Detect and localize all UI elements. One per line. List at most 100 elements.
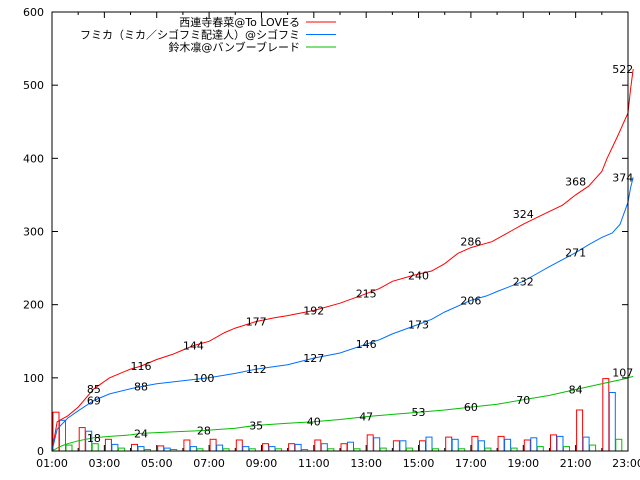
data-label-series-3-2: 24 <box>134 427 148 440</box>
bar-17-series-1 <box>471 435 479 452</box>
data-label-series-1-6: 215 <box>356 288 377 301</box>
data-label-series-3-9: 70 <box>516 394 530 407</box>
bar-15-series-1 <box>419 440 426 452</box>
data-label-series-1-1: 85 <box>87 383 101 396</box>
bar-21-series-1 <box>576 409 584 452</box>
x-tick-label-1700: 17:00 <box>455 457 487 470</box>
y-tick-label-0: 0 <box>37 445 44 458</box>
bar-6-series-2 <box>189 446 197 452</box>
x-tick-label-0900: 09:00 <box>246 457 278 470</box>
x-tick-label-2300: 23:00 <box>612 457 640 470</box>
bar-19-series-2 <box>530 437 538 452</box>
y-tick-label-200: 200 <box>23 299 44 312</box>
series-line-3 <box>51 375 634 452</box>
bar-1-series-1 <box>52 411 60 452</box>
bar-10-series-2 <box>294 443 302 452</box>
bar-22-series-2 <box>608 392 616 452</box>
bar-13-series-2 <box>373 437 381 452</box>
data-label-series-2-9: 232 <box>513 275 534 288</box>
y-tick-label-300: 300 <box>23 226 44 239</box>
axes: 0 100 200 300 400 500 600 01:00 03:00 05:00 07:00 0… <box>23 6 640 470</box>
x-tick-label-0500: 05:00 <box>141 457 173 470</box>
data-label-series-2-11: 374 <box>612 171 633 184</box>
legend-label-1: 西連寺春菜@To LOVEる <box>179 15 300 29</box>
data-label-series-2-10: 271 <box>565 247 586 260</box>
bar-12-series-2 <box>347 441 354 452</box>
data-label-series-1-4: 177 <box>246 316 267 329</box>
bar-19-series-1 <box>523 439 531 452</box>
bar-12-series-1 <box>340 443 348 452</box>
data-label-series-3-3: 28 <box>197 425 211 438</box>
data-label-series-3-10: 84 <box>569 384 583 397</box>
bar-1-series-3 <box>65 444 73 452</box>
y-tick-label-400: 400 <box>23 152 44 165</box>
bar-22-series-3 <box>615 438 623 452</box>
bar-8-series-1 <box>235 439 243 452</box>
series-lines <box>51 69 634 452</box>
bar-15-series-2 <box>425 436 433 452</box>
y-tick-label-100: 100 <box>23 372 44 385</box>
data-label-series-3-8: 60 <box>464 401 478 414</box>
data-label-series-2-2: 88 <box>134 381 148 394</box>
bar-19-series-3 <box>536 446 544 452</box>
bar-20-series-1 <box>550 434 557 452</box>
bar-6-series-1 <box>183 439 191 452</box>
bar-18-series-1 <box>497 435 505 452</box>
bar-20-series-3 <box>563 446 570 452</box>
legend-label-2: フミカ（ミカ／シゴフミ配達人）@シゴフミ <box>80 28 300 42</box>
data-label-series-3-6: 47 <box>359 411 373 424</box>
y-tick-label-600: 600 <box>23 6 44 19</box>
data-label-series-1-2: 116 <box>131 360 152 373</box>
x-tick-label-0300: 03:00 <box>89 457 121 470</box>
bar-22-series-1 <box>602 378 610 452</box>
bar-3-series-1 <box>104 438 112 452</box>
series-line-1 <box>51 69 634 452</box>
data-label-series-1-8: 286 <box>460 236 481 249</box>
bar-3-series-2 <box>111 443 119 452</box>
data-label-series-2-7: 173 <box>408 318 429 331</box>
x-tick-label-1100: 11:00 <box>298 457 330 470</box>
data-label-series-1-3: 144 <box>183 340 204 353</box>
bar-20-series-2 <box>556 435 564 452</box>
bar-8-series-2 <box>242 446 250 452</box>
x-tick-label-1900: 19:00 <box>507 457 539 470</box>
data-label-series-3-5: 40 <box>307 416 321 429</box>
bar-5-series-1 <box>157 445 165 452</box>
data-label-series-1-9: 324 <box>513 208 534 221</box>
bar-4-series-2 <box>137 446 145 452</box>
bar-9-series-1 <box>262 443 269 452</box>
data-label-series-3-7: 53 <box>412 406 426 419</box>
series-line-2 <box>51 177 634 452</box>
bar-10-series-1 <box>288 443 296 452</box>
x-tick-label-1500: 15:00 <box>403 457 435 470</box>
bar-7-series-1 <box>209 438 217 452</box>
bar-11-series-2 <box>320 443 328 452</box>
data-label-series-3-1: 18 <box>87 432 101 445</box>
data-labels: 85 116 144 177 192 215 240 286 324 368 522 69 88 100 1… <box>87 63 633 445</box>
data-label-series-2-8: 206 <box>460 294 481 307</box>
bar-9-series-2 <box>268 446 276 452</box>
x-tick-label-2100: 21:00 <box>560 457 592 470</box>
bar-18-series-2 <box>504 438 512 452</box>
bar-21-series-2 <box>582 436 590 452</box>
bar-21-series-3 <box>589 444 597 452</box>
bar-16-series-1 <box>445 436 453 452</box>
bar-7-series-2 <box>216 444 224 452</box>
bar-4-series-1 <box>131 443 138 452</box>
bar-13-series-1 <box>366 434 374 452</box>
data-label-series-2-1: 69 <box>87 395 101 408</box>
data-label-series-2-3: 100 <box>193 372 214 385</box>
data-label-series-2-4: 112 <box>246 363 267 376</box>
y-tick-label-500: 500 <box>23 79 44 92</box>
bar-11-series-1 <box>314 439 322 452</box>
bar-14-series-2 <box>399 440 407 452</box>
data-label-series-1-11: 522 <box>612 63 633 76</box>
data-label-series-3-4: 35 <box>249 419 263 432</box>
x-tick-label-1300: 13:00 <box>350 457 382 470</box>
x-tick-label-0100: 01:00 <box>36 457 68 470</box>
data-label-series-1-7: 240 <box>408 269 429 282</box>
x-tick-label-0700: 07:00 <box>193 457 225 470</box>
legend: 西連寺春菜@To LOVEるフミカ（ミカ／シゴフミ配達人）@シゴフミ鈴木凛@バン… <box>80 15 336 54</box>
data-label-series-2-6: 146 <box>356 338 377 351</box>
